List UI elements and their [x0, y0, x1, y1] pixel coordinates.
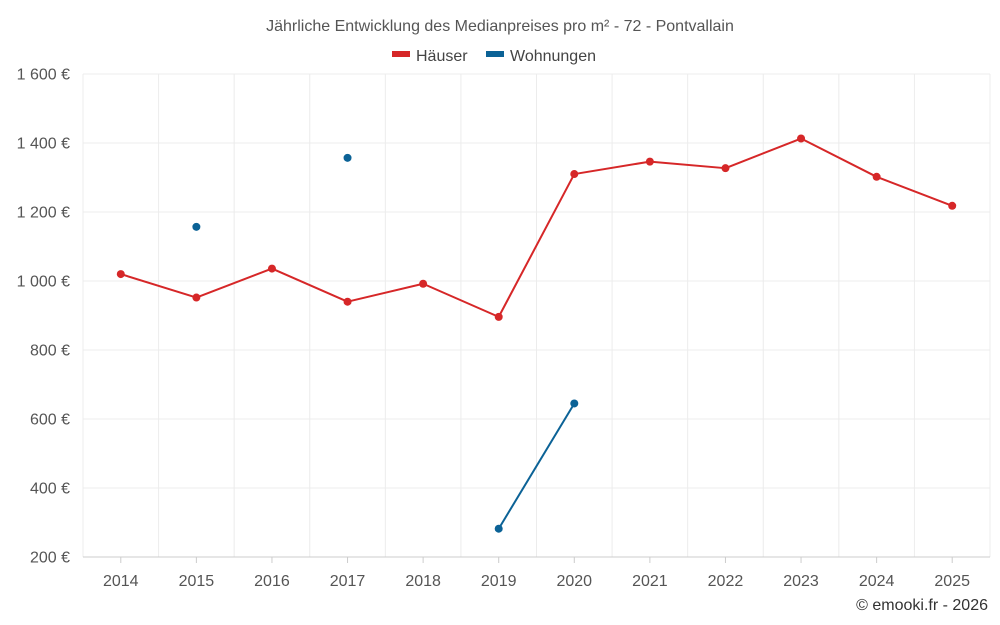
y-tick-label: 1 000 €	[17, 274, 70, 291]
y-tick-label: 200 €	[30, 550, 70, 567]
series-line	[120, 137, 953, 318]
data-point	[645, 157, 654, 166]
x-tick-label: 2021	[632, 573, 668, 590]
legend-label: Häuser	[416, 48, 468, 65]
series-wohnungen	[192, 153, 579, 533]
data-point	[494, 312, 503, 321]
data-point	[343, 297, 352, 306]
data-point	[872, 172, 881, 181]
y-tick-label: 800 €	[30, 343, 70, 360]
x-tick-label: 2023	[783, 573, 819, 590]
data-point	[494, 524, 503, 533]
y-tick-label: 1 200 €	[17, 205, 70, 222]
x-tick-label: 2017	[330, 573, 366, 590]
credit-text: © emooki.fr - 2026	[856, 597, 988, 614]
y-tick-label: 1 600 €	[17, 67, 70, 84]
data-point	[721, 164, 730, 173]
grid	[82, 73, 991, 558]
series-haeuser	[116, 134, 957, 321]
x-tick-label: 2024	[859, 573, 895, 590]
data-point	[948, 201, 957, 210]
data-point	[343, 153, 352, 162]
data-point	[192, 293, 201, 302]
data-point	[192, 222, 201, 231]
x-tick-label: 2019	[481, 573, 517, 590]
y-axis: 200 € 400 € 600 € 800 € 1 000 € 1 200 € 1 400 …	[17, 67, 70, 567]
x-axis: 2014 2015 2016 2017 2018 2019 2020 2021 2022 2023…	[83, 556, 990, 590]
y-tick-label: 400 €	[30, 481, 70, 498]
y-tick-label: 600 €	[30, 412, 70, 429]
y-tick-label: 1 400 €	[17, 136, 70, 153]
chart-title: Jährliche Entwicklung des Medianpreises …	[266, 18, 734, 35]
data-point	[267, 264, 276, 273]
legend-swatch	[486, 51, 504, 57]
x-tick-label: 2015	[179, 573, 215, 590]
series-layer	[116, 134, 957, 533]
data-point	[570, 170, 579, 179]
x-tick-label: 2018	[405, 573, 441, 590]
x-tick-label: 2020	[556, 573, 592, 590]
x-tick-label: 2014	[103, 573, 139, 590]
x-tick-label: 2016	[254, 573, 290, 590]
legend-label: Wohnungen	[510, 48, 596, 65]
data-point	[570, 399, 579, 408]
data-point	[797, 134, 806, 143]
series-line	[497, 402, 576, 530]
data-point	[419, 279, 428, 288]
legend: Häuser Wohnungen	[392, 48, 596, 65]
x-tick-label: 2025	[934, 573, 970, 590]
x-tick-label: 2022	[708, 573, 744, 590]
legend-swatch	[392, 51, 410, 57]
data-point	[116, 270, 125, 279]
